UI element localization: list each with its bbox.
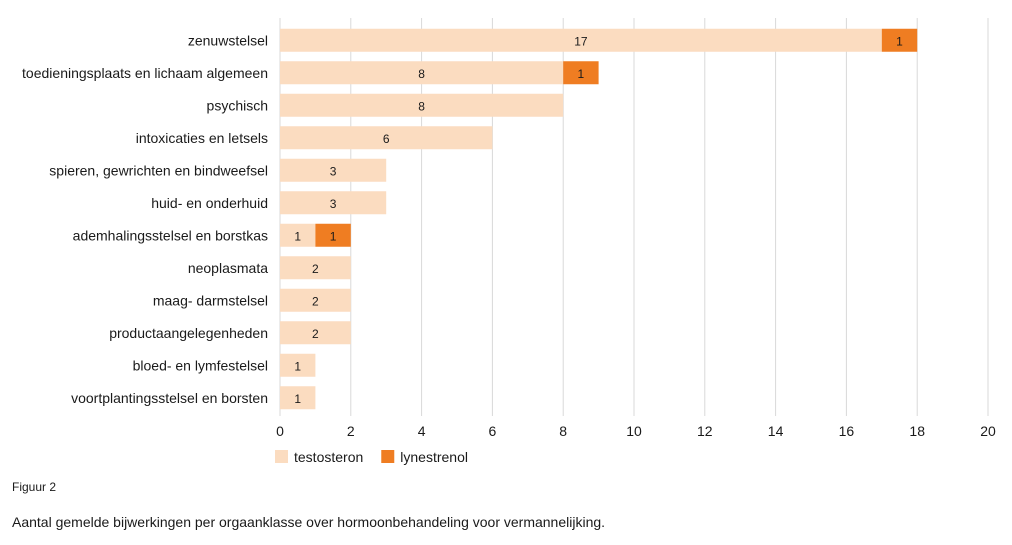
bar-lynestrenol — [315, 223, 351, 247]
category-label: intoxicaties en letsels — [136, 130, 268, 146]
x-tick-label: 4 — [418, 423, 426, 439]
legend-swatch-lynestrenol — [381, 450, 395, 463]
bar-testosteron — [280, 288, 351, 312]
bar-testosteron — [280, 321, 351, 345]
category-labels: zenuwstelsel toedieningsplaats en lichaam… — [22, 32, 268, 406]
category-label: spieren, gewrichten en bindweefsel — [49, 162, 268, 178]
bar-testosteron — [280, 158, 387, 182]
bar-testosteron — [280, 191, 387, 215]
x-tick-label: 10 — [626, 423, 642, 439]
category-label: psychisch — [207, 97, 268, 113]
data-label: 17 — [574, 34, 588, 48]
bars: 17 1 8 1 8 6 3 3 1 1 2 2 2 1 1 — [280, 28, 918, 410]
gridlines — [279, 18, 989, 416]
data-label: 8 — [418, 67, 425, 81]
bar-testosteron — [280, 353, 316, 377]
x-tick-label: 2 — [347, 423, 355, 439]
x-tick-label: 14 — [768, 423, 784, 439]
category-label: ademhalingsstelsel en borstkas — [73, 227, 268, 243]
legend-label: lynestrenol — [400, 449, 468, 465]
data-label: 3 — [330, 197, 337, 211]
category-label: zenuwstelsel — [188, 32, 268, 48]
data-label: 8 — [418, 99, 425, 113]
legend-swatch-testosteron — [275, 450, 288, 463]
x-axis-ticks: 0 2 4 6 8 10 12 14 16 18 20 — [276, 423, 996, 439]
data-label: 6 — [383, 132, 390, 146]
bar-testosteron — [280, 223, 316, 247]
bar-lynestrenol — [881, 28, 918, 52]
bar-testosteron — [280, 126, 493, 150]
bar-testosteron — [280, 256, 351, 280]
data-label: 3 — [330, 164, 337, 178]
data-label: 2 — [312, 327, 319, 341]
bar-testosteron — [280, 28, 882, 52]
category-label: neoplasmata — [188, 260, 268, 276]
data-label: 1 — [294, 392, 301, 406]
data-label: 2 — [312, 294, 319, 308]
category-label: toedieningsplaats en lichaam algemeen — [22, 65, 268, 81]
category-label: productaangelegenheden — [109, 325, 268, 341]
x-tick-label: 12 — [697, 423, 713, 439]
x-tick-label: 0 — [276, 423, 284, 439]
data-label: 1 — [896, 34, 903, 48]
data-label: 1 — [330, 229, 337, 243]
data-label: 1 — [294, 229, 301, 243]
category-label: voortplantingsstelsel en borsten — [71, 390, 268, 406]
bar-testosteron — [280, 61, 564, 85]
x-tick-label: 6 — [489, 423, 497, 439]
x-tick-label: 20 — [980, 423, 996, 439]
bar-lynestrenol — [563, 61, 599, 85]
bar-testosteron — [280, 386, 316, 410]
bar-testosteron — [280, 93, 564, 117]
data-label: 2 — [312, 262, 319, 276]
category-label: maag- darmstelsel — [153, 292, 268, 308]
legend: testosteron lynestrenol — [275, 449, 468, 465]
figure-caption: Aantal gemelde bijwerkingen per orgaankl… — [12, 514, 606, 530]
category-label: huid- en onderhuid — [151, 195, 268, 211]
data-label: 1 — [294, 359, 301, 373]
figure-label: Figuur 2 — [12, 480, 57, 494]
x-tick-label: 18 — [909, 423, 925, 439]
category-label: bloed- en lymfestelsel — [133, 357, 268, 373]
data-label: 1 — [578, 67, 585, 81]
x-tick-label: 16 — [839, 423, 855, 439]
x-tick-label: 8 — [559, 423, 567, 439]
legend-label: testosteron — [294, 449, 363, 465]
